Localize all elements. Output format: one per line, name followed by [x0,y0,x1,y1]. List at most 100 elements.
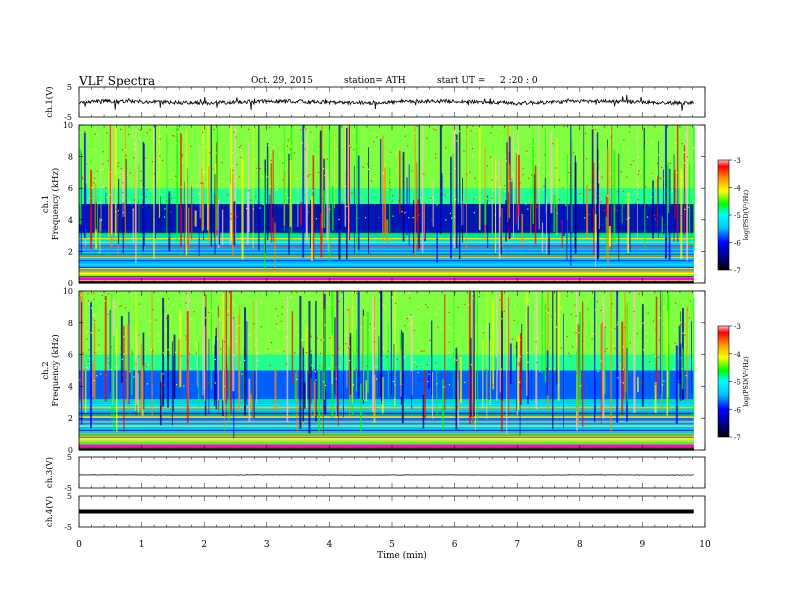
spectrogram-streak [674,169,676,218]
spectrogram-speck [79,379,81,381]
spectrogram-speck [375,366,377,368]
spectrogram-speck [591,338,593,340]
spectrogram-speck [583,155,585,157]
spectrogram-speck [238,202,240,204]
spectrogram-streak [484,146,486,240]
low-freq-band [79,281,694,284]
spectrogram-line [79,414,694,416]
spectrogram-speck [162,352,164,354]
spectrogram-speck [321,198,323,200]
spectrogram-streak [436,370,438,418]
spectrogram-speck [630,164,632,166]
spectrogram-speck [357,336,359,338]
spectrogram-streak [357,155,360,250]
spectrogram-streak [109,309,111,392]
spectrogram-speck [168,354,171,356]
spectrogram-streak [506,294,508,435]
spectrogram-speck [440,328,443,330]
spectrogram-streak [535,291,538,410]
spectrogram-speck [250,199,252,201]
spectrogram-streak [95,201,97,232]
spectrogram-speck [459,357,461,360]
spectrogram-speck [285,363,288,365]
colorbar-tick-label: -6 [734,240,741,248]
spectrogram-speck [587,211,589,213]
spectrogram-streak [637,377,639,392]
spectrogram-speck [190,319,193,321]
spectrogram-speck [338,366,340,368]
spectrogram-streak [411,371,413,409]
x-tick-label: 3 [264,540,270,550]
spectrogram-speck [84,130,86,133]
spectrogram-speck [404,135,406,137]
spectrogram-streak [208,338,210,415]
spectrogram-speck [167,154,169,156]
spectrogram-speck [406,187,408,190]
spectrogram-streak [270,159,272,243]
spectrogram-speck [401,210,403,213]
spectrogram-speck [685,134,687,136]
spectrogram-speck [236,176,238,178]
spectrogram-speck [203,171,205,173]
spectrogram-speck [626,176,628,178]
spectrogram-streak [159,196,161,214]
spectrogram-speck [293,158,296,160]
spectrogram-line [79,420,694,422]
spectrogram-streak [518,154,520,216]
spectrogram-speck [296,291,298,294]
spectrogram-speck [345,215,347,218]
panel-5: ch.4(V) 5 -5 [44,492,706,532]
spectrogram-speck [677,292,679,294]
spectrogram-speck [627,218,629,220]
spectrogram-speck [181,155,183,157]
station-label: station= ATH [344,76,406,86]
spectrogram-speck [323,209,326,211]
spectrogram-streak [380,138,382,228]
spectrogram-speck [683,324,685,326]
spectrogram-streak [167,314,170,408]
spectrogram-streak [635,202,636,230]
spectrogram-streak [108,169,110,237]
spectrogram-streak [355,125,358,254]
spectrogram-streak [610,291,612,432]
spectrogram-streak [142,332,145,410]
spectrogram-line [79,271,694,273]
spectrogram-speck [578,331,580,334]
spectrogram-speck [227,310,230,312]
spectrogram-streak [214,194,216,238]
spectrogram-speck [335,378,337,380]
spectrogram-speck [324,175,326,177]
spectrogram-speck [418,214,420,216]
spectrogram-speck [232,301,234,303]
spectrogram-speck [650,141,652,143]
spectrogram-streak [93,322,96,402]
spectrogram-speck [122,191,124,194]
spectrogram-speck [223,143,225,145]
spectrogram-speck [223,385,225,388]
spectrogram-speck [552,143,554,145]
spectrogram-speck [650,291,652,293]
spectrogram-streak [110,125,113,235]
spectrogram-speck [425,151,427,153]
spectrogram-speck [587,308,589,310]
spectrogram-speck [89,333,91,335]
spectrogram-speck [571,291,573,294]
spectrogram-speck [410,314,412,316]
spectrogram-speck [376,355,379,357]
spectrogram-streak [603,327,606,395]
colorbar-tick-label: -5 [734,379,741,387]
spectrogram-speck [341,202,344,204]
spectrogram-speck [307,175,309,178]
spectrogram-speck [614,347,616,350]
spectrogram-speck [123,336,125,338]
spectrogram-speck [216,338,219,340]
spectrogram-streak [605,194,608,231]
spectrogram-streak [583,125,585,228]
spectrogram-speck [519,356,521,358]
spectrogram-speck [674,342,676,344]
y-tick-label: 8 [68,153,73,162]
spectrogram-speck [605,293,607,296]
x-tick-label: 0 [76,540,82,550]
spectrogram-speck [85,163,87,165]
spectrogram-streak [693,298,695,418]
